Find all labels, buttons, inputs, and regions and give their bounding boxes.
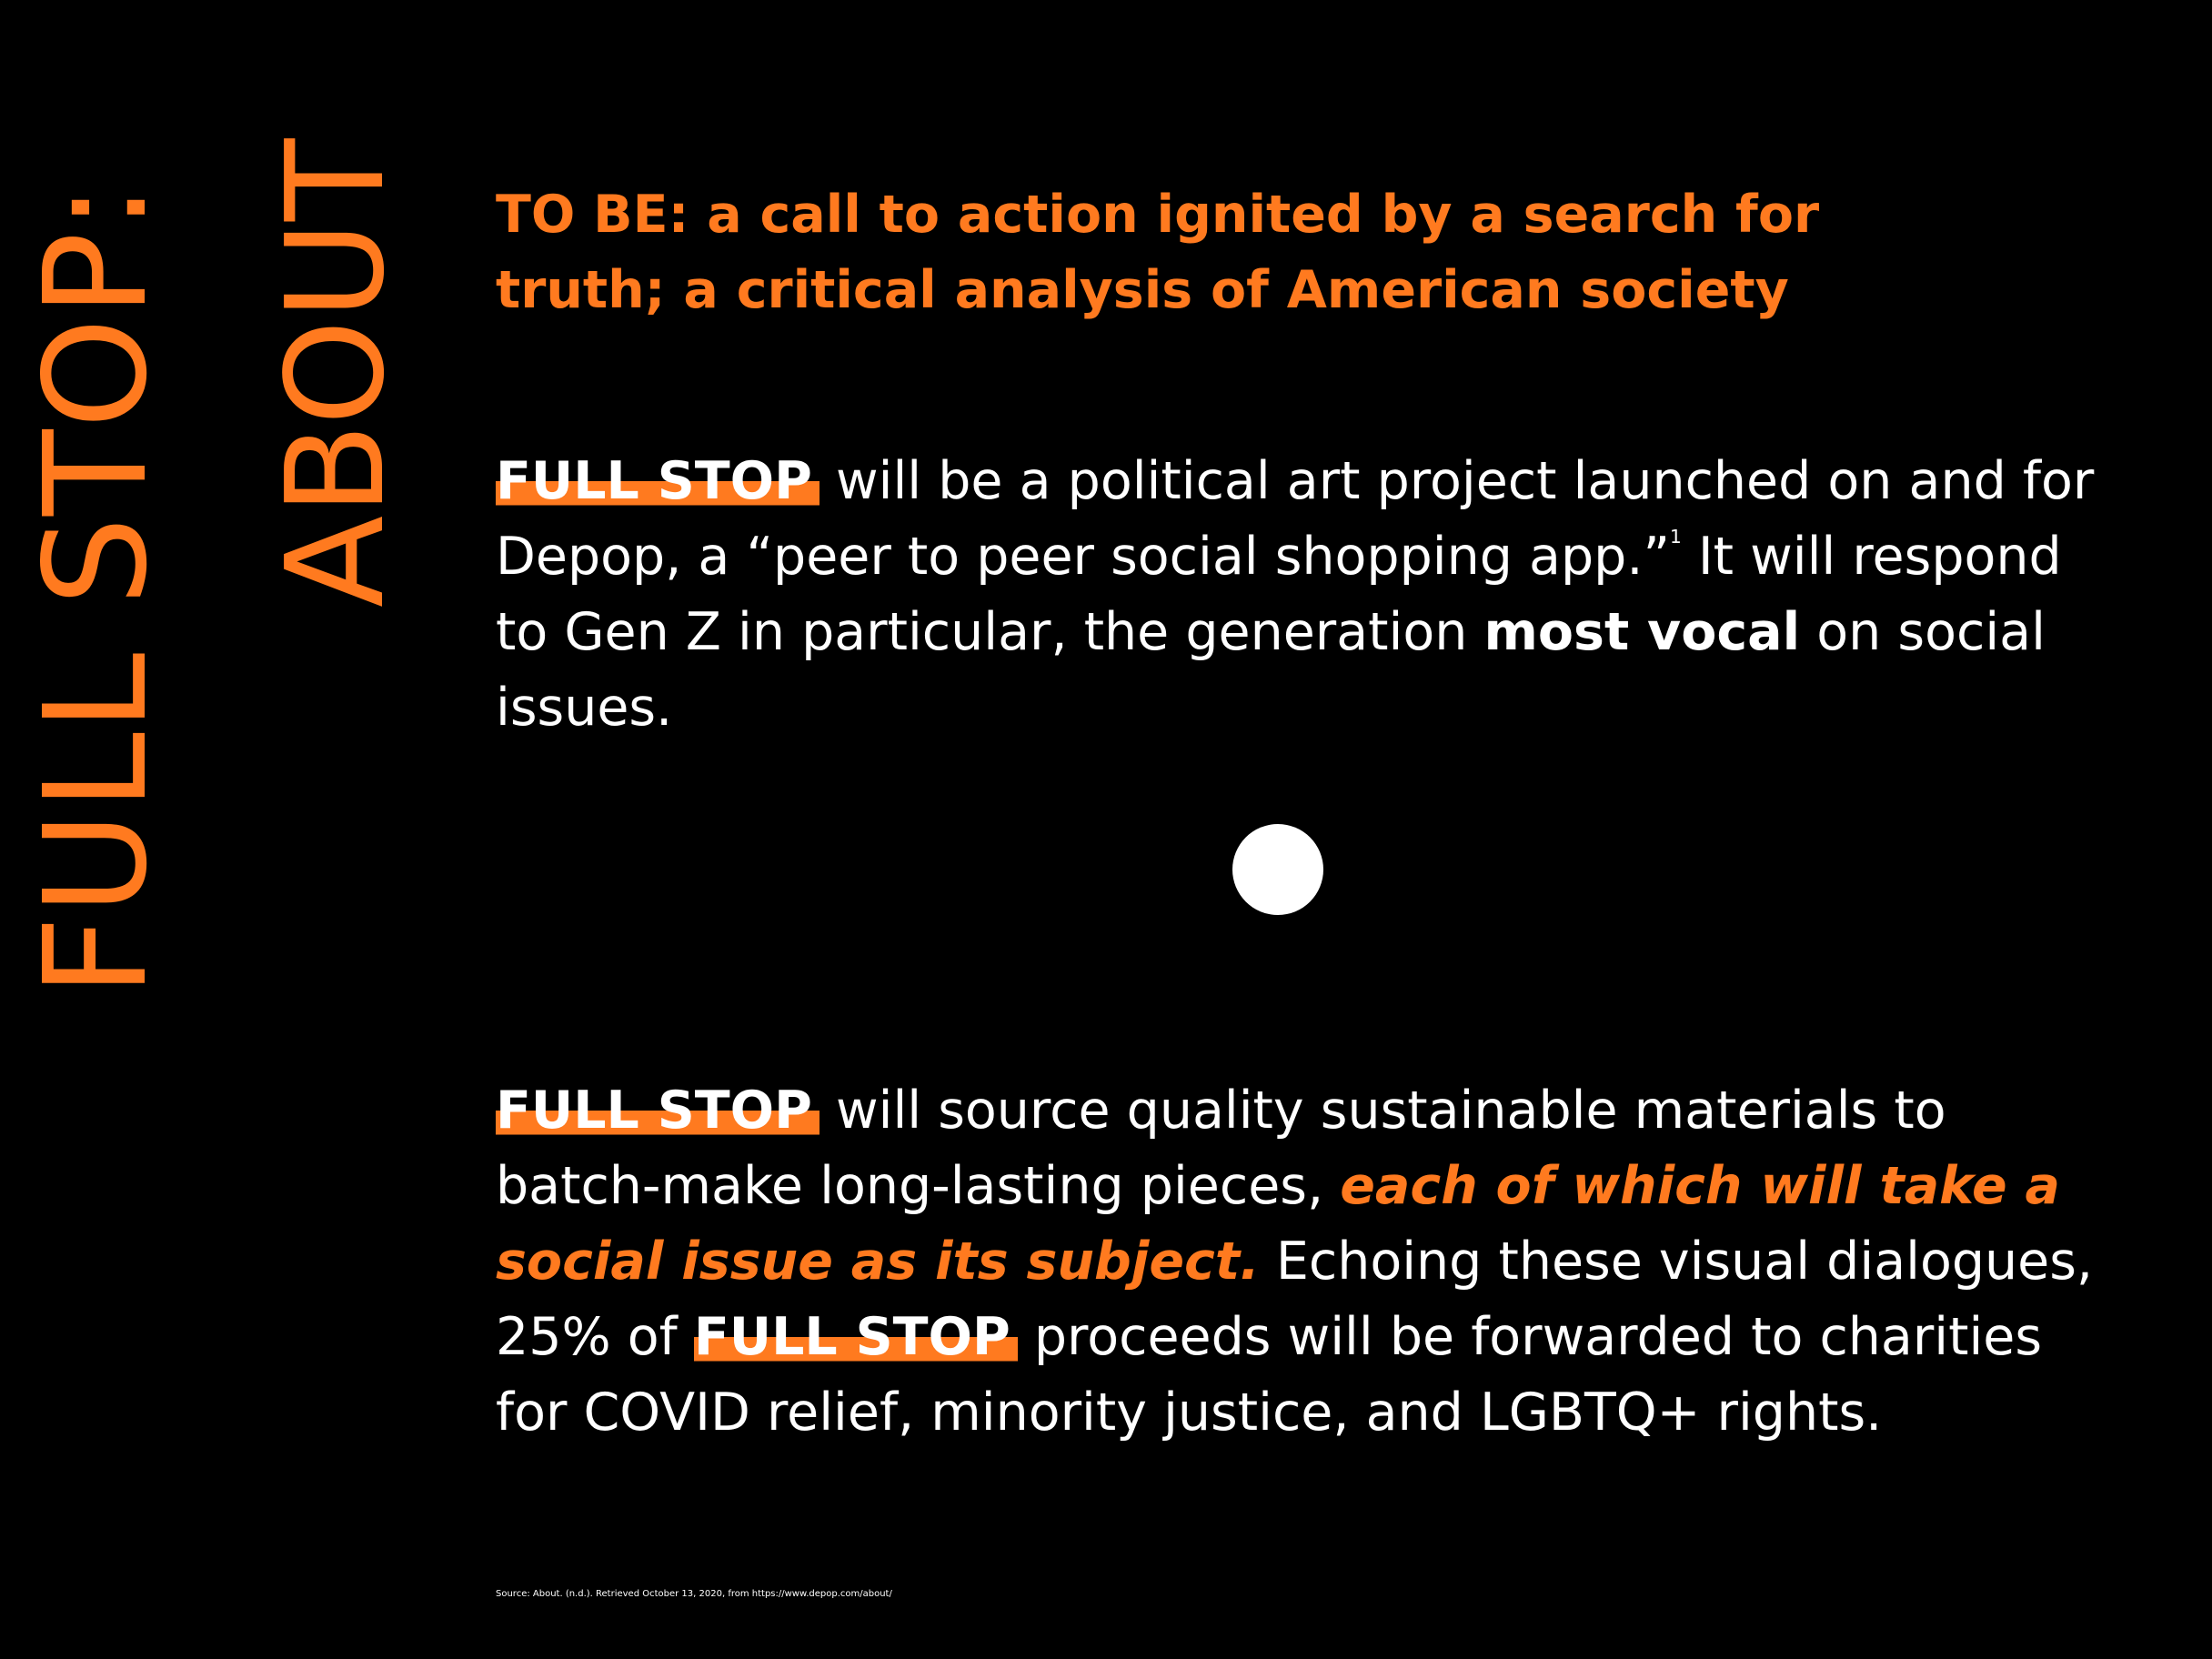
paragraph-text: on social issues.	[496, 602, 2046, 738]
full-stop-dot	[1232, 824, 1323, 915]
brand-name: FULL STOP	[496, 1081, 819, 1141]
materials-paragraph: FULL STOP will source quality sustainabl…	[496, 1073, 2124, 1451]
highlight-text: each of which will take a social issue a…	[496, 1156, 2060, 1292]
paragraph-text: will source quality sustainable material…	[496, 1081, 1946, 1216]
paragraph-text: Echoing these visual dialogues, 25% of	[496, 1232, 2094, 1367]
footnote-reference: 1	[1670, 526, 1682, 548]
source-citation: Source: About. (n.d.). Retrieved October…	[496, 1589, 892, 1599]
tagline: TO BE: a call to action ignited by a sea…	[496, 177, 1860, 328]
intro-paragraph: FULL STOP will be a political art projec…	[496, 444, 2124, 746]
emphasis-text: most vocal	[1483, 602, 1801, 662]
brand-name: FULL STOP	[496, 451, 819, 511]
paragraph-text: It will respond to Gen Z in particular, …	[496, 527, 2062, 662]
paragraph-text: proceeds will be forwarded to charities …	[496, 1307, 2043, 1443]
brand-name: FULL STOP	[693, 1307, 1018, 1367]
tagline-line-1: TO BE: a call to action ignited by a sea…	[496, 185, 1820, 245]
tagline-line-2: truth; a critical analysis of American s…	[496, 260, 1789, 320]
side-title-full-stop: FULL STOP:	[14, 182, 178, 997]
side-title-about: ABOUT	[257, 138, 414, 608]
paragraph-text: will be a political art project launched…	[496, 451, 2095, 587]
